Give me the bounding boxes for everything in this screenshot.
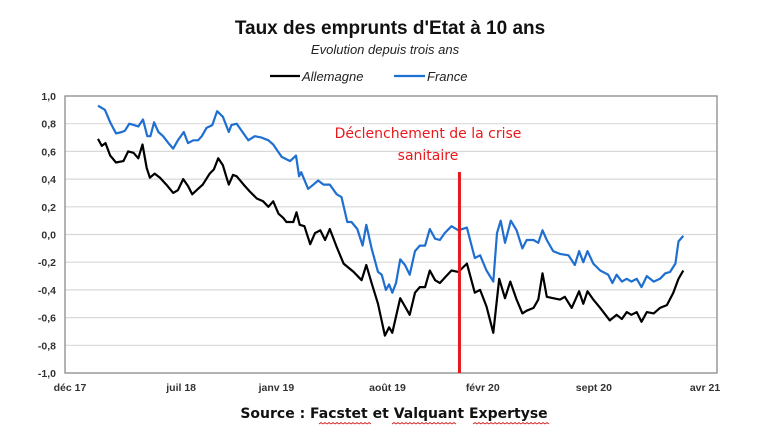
y-tick-label: 0,8 [41,119,56,131]
legend: Allemagne France [270,69,467,84]
x-tick-label: juil 18 [165,382,196,394]
x-tick-label: avr 21 [690,382,721,394]
spellcheck-underlines [318,422,550,425]
x-tick-label: janv 19 [258,382,295,394]
source-word-expertyse: Expertyse [469,406,548,422]
series-lines [97,104,685,337]
annotation-line-2: sanitaire [398,148,459,164]
x-axis-ticks: déc 17 juil 18 janv 19 août 19 févr 20 sept 2… [54,382,721,394]
x-tick-label: déc 17 [54,382,87,394]
spellcheck-underline-expertyse [472,422,550,425]
y-tick-label: -0,8 [38,340,56,352]
chart-subtitle: Evolution depuis trois ans [311,42,460,57]
legend-label-allemagne: Allemagne [301,69,363,84]
x-tick-label: févr 20 [466,382,500,394]
y-tick-label: -0,4 [38,285,56,297]
plot-area-frame [64,95,718,374]
series-line-france [97,104,685,294]
annotation: Déclenchement de la crise sanitaire [335,126,522,373]
source-prefix: Source : [240,406,310,422]
y-tick-label: 0,0 [41,230,56,242]
y-tick-label: -0,6 [38,313,56,325]
source-word-facstet: Facstet [310,406,368,422]
x-tick-label: sept 20 [576,382,612,394]
y-tick-label: -0,2 [38,257,56,269]
source-text: Source : Facstet et Valquant Expertyse [240,406,547,422]
y-tick-label: 1,0 [41,91,56,103]
y-tick-label: 0,4 [41,174,56,186]
y-tick-label: 0,2 [41,202,56,214]
spellcheck-underline-valquant [391,422,457,425]
legend-label-france: France [427,69,467,84]
chart-title: Taux des emprunts d'Etat à 10 ans [235,18,545,39]
series-line-allemagne [97,138,685,337]
annotation-line-1: Déclenchement de la crise [335,126,522,142]
x-tick-label: août 19 [369,382,406,394]
source-word-valquant: Valquant [394,406,465,422]
y-axis-ticks: 1,0 0,8 0,6 0,4 0,2 0,0 -0,2 -0,4 -0,6 -0,8 -1,0 [38,91,56,380]
gridlines [65,123,717,346]
spellcheck-underline-facstet [318,422,372,425]
source-word-et: et [373,406,389,422]
y-tick-label: 0,6 [41,146,56,158]
y-tick-label: -1,0 [38,368,56,380]
